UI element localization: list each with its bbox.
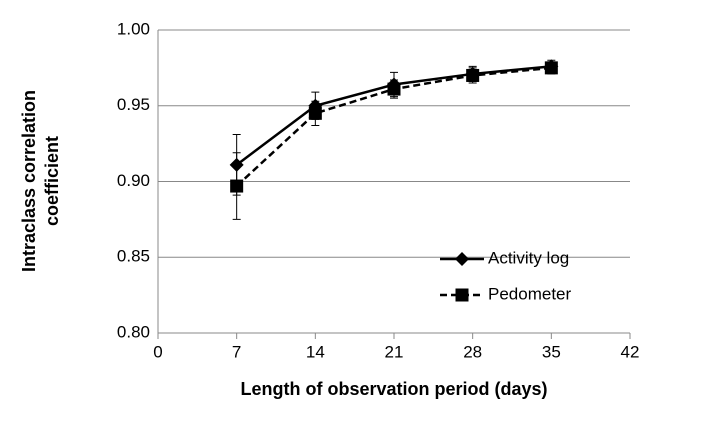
x-tick-label: 35 — [542, 342, 561, 361]
legend-marker — [455, 288, 469, 302]
data-point — [466, 68, 480, 82]
data-point — [544, 61, 558, 75]
y-tick-label: 0.80 — [117, 322, 150, 341]
x-axis-label: Length of observation period (days) — [240, 379, 547, 399]
legend-label: Activity log — [488, 248, 569, 267]
y-tick-label: 0.95 — [117, 95, 150, 114]
data-point — [308, 106, 322, 120]
y-axis-label: Intraclass correlation — [19, 90, 39, 272]
legend-marker — [455, 252, 469, 266]
x-tick-label: 0 — [153, 342, 162, 361]
y-tick-label: 1.00 — [117, 19, 150, 38]
x-tick-label: 21 — [385, 342, 404, 361]
x-tick-label: 28 — [463, 342, 482, 361]
x-tick-label: 42 — [621, 342, 640, 361]
y-tick-label: 0.85 — [117, 247, 150, 266]
data-point — [230, 179, 244, 193]
y-axis-label: coefficient — [42, 136, 62, 226]
legend-label: Pedometer — [488, 284, 571, 303]
x-tick-label: 7 — [232, 342, 241, 361]
x-tick-label: 14 — [306, 342, 325, 361]
y-tick-label: 0.90 — [117, 171, 150, 190]
data-point — [387, 82, 401, 96]
